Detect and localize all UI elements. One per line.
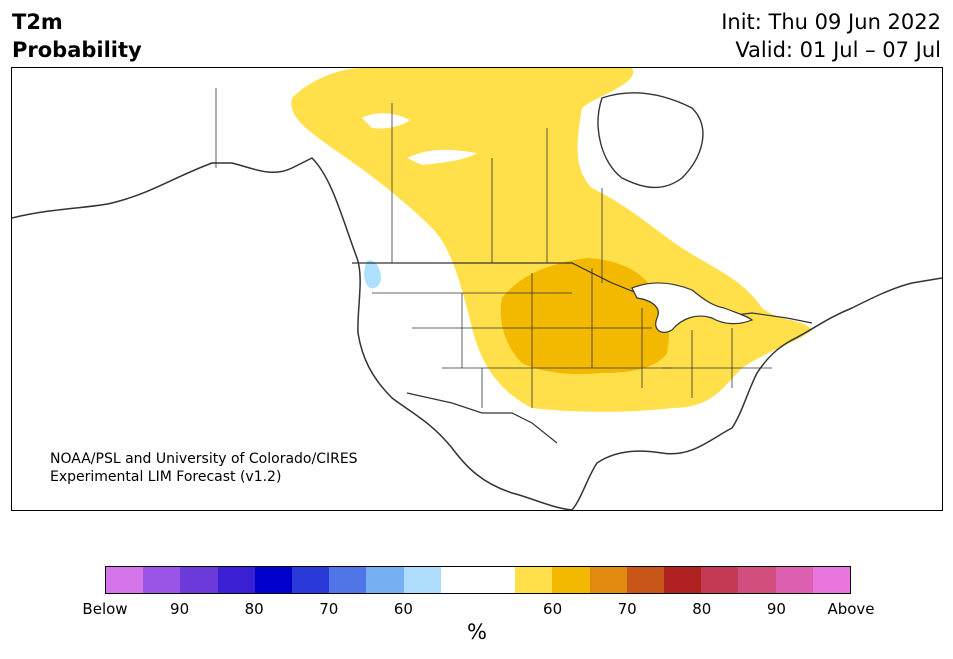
- forecast-dates: Init: Thu 09 Jun 2022 Valid: 01 Jul – 07…: [721, 8, 941, 64]
- colorbar-swatch: [738, 567, 776, 593]
- colorbar-swatch: [180, 567, 218, 593]
- colorbar-tick-label: 90: [766, 600, 786, 618]
- colorbar-swatch: [440, 567, 479, 593]
- colorbar-swatch: [775, 567, 813, 593]
- colorbar-tick-label: 70: [319, 600, 339, 618]
- variable-label: T2m: [12, 10, 63, 34]
- colorbar-swatch: [664, 567, 702, 593]
- great-slave-lake: [407, 149, 477, 165]
- colorbar-swatch: [329, 567, 367, 593]
- colorbar-tick-label: 70: [617, 600, 637, 618]
- above-65-region: [500, 258, 669, 375]
- north-america-map: [12, 68, 942, 510]
- admin-boundaries: [215, 88, 772, 408]
- colorbar-tick-label: 90: [170, 600, 190, 618]
- colorbar-labels: Below 90 80 70 60 60 70 80 90 Above: [0, 600, 953, 620]
- credit-line-2: Experimental LIM Forecast (v1.2): [50, 469, 282, 485]
- data-credit: NOAA/PSL and University of Colorado/CIRE…: [50, 450, 358, 486]
- hudson-bay: [597, 92, 704, 189]
- colorbar-swatch: [701, 567, 739, 593]
- init-date: Init: Thu 09 Jun 2022: [721, 10, 941, 34]
- us-mexico-border: [406, 392, 558, 444]
- colorbar-swatch: [106, 567, 144, 593]
- colorbar-swatch: [403, 567, 441, 593]
- colorbar-swatch: [626, 567, 665, 593]
- colorbar-swatch: [217, 567, 255, 593]
- colorbar-swatch: [812, 567, 851, 593]
- colorbar-swatch: [254, 567, 293, 593]
- valid-range: Valid: 01 Jul – 07 Jul: [735, 38, 941, 62]
- colorbar-swatch: [143, 567, 181, 593]
- colorbar-swatch: [515, 567, 553, 593]
- colorbar: [105, 566, 851, 594]
- colorbar-swatch: [589, 567, 627, 593]
- colorbar-tick-label: Below: [82, 600, 128, 618]
- colorbar-swatch: [292, 567, 330, 593]
- colorbar-swatch: [478, 567, 516, 593]
- colorbar-swatch: [552, 567, 590, 593]
- colorbar-tick-label: 60: [543, 600, 563, 618]
- variable-sublabel: Probability: [12, 38, 142, 62]
- colorbar-swatch: [366, 567, 404, 593]
- colorbar-tick-label: 80: [692, 600, 712, 618]
- great-lakes: [631, 282, 754, 333]
- map-title: T2m Probability: [12, 8, 142, 64]
- colorbar-tick-label: 60: [393, 600, 413, 618]
- coastline: [12, 157, 942, 510]
- colorbar-tick-label: 80: [244, 600, 264, 618]
- great-bear-lake: [362, 113, 410, 129]
- map-panel: NOAA/PSL and University of Colorado/CIRE…: [11, 67, 943, 511]
- colorbar-tick-label: Above: [827, 600, 875, 618]
- credit-line-1: NOAA/PSL and University of Colorado/CIRE…: [50, 451, 358, 467]
- below-60-region: [364, 260, 382, 289]
- colorbar-unit: %: [467, 620, 487, 644]
